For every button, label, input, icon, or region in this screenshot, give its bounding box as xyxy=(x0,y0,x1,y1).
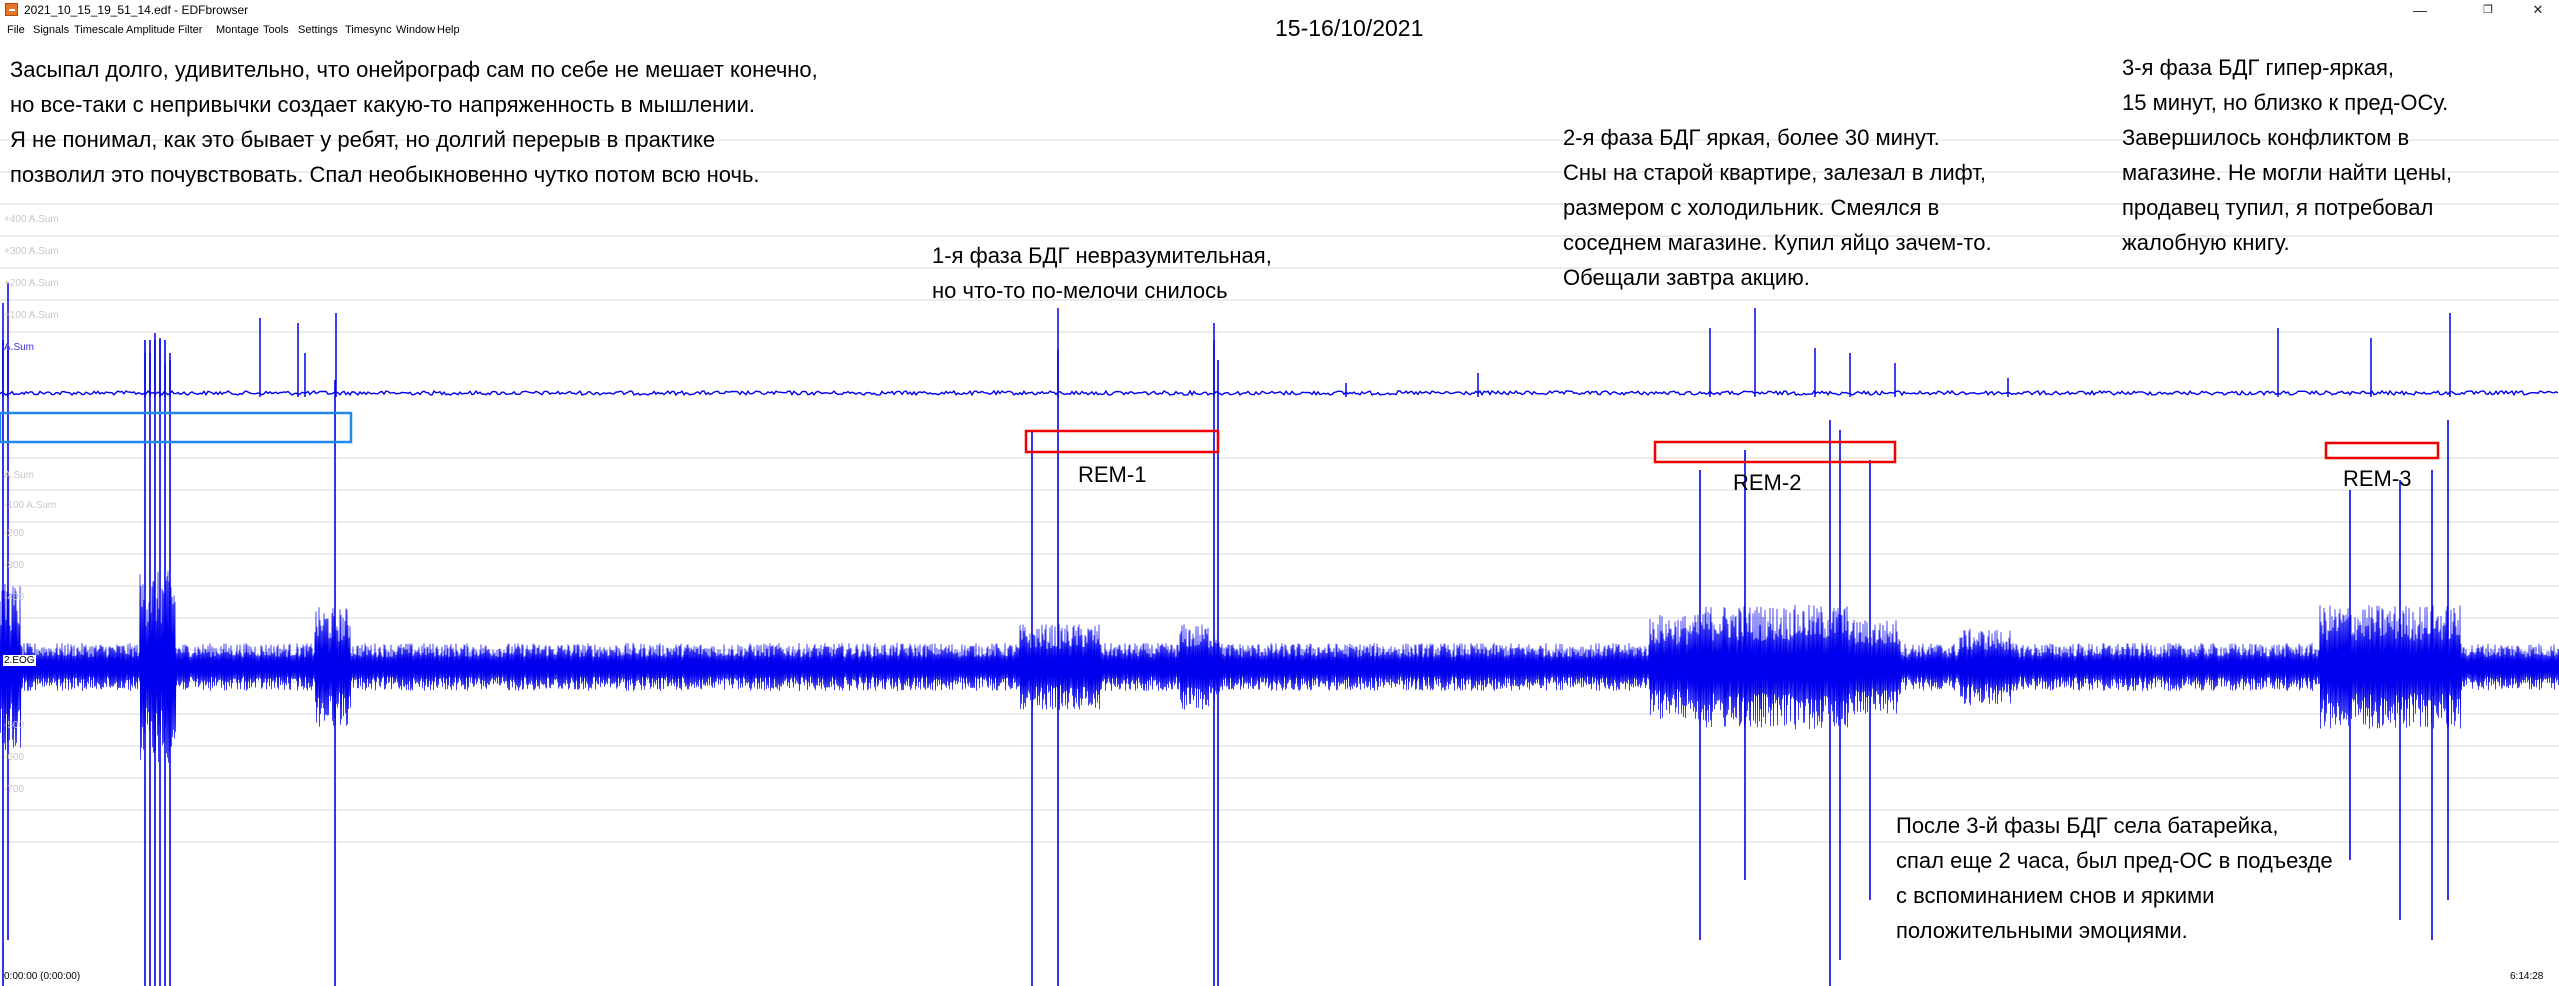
note-line: Сны на старой квартире, залезал в лифт, xyxy=(1563,160,1986,185)
window-title: 2021_10_15_19_51_14.edf - EDFbrowser xyxy=(24,3,249,17)
note-line: После 3-й фазы БДГ села батарейка, xyxy=(1896,813,2279,838)
time-end: 6:14:28 xyxy=(2510,971,2544,982)
note-line: с вспоминанием снов и яркими xyxy=(1896,883,2215,908)
channel-label-eog[interactable]: 2.EOG xyxy=(3,655,36,666)
note-line: Завершилось конфликтом в xyxy=(2122,125,2410,150)
note-line: Я не понимал, как это бывает у ребят, но… xyxy=(10,127,716,152)
note-rem1: 1-я фаза БДГ невразумительная, но что-то… xyxy=(932,238,1272,308)
a-sum-baseline xyxy=(0,389,2559,397)
amplitude-label: -500 xyxy=(4,720,25,731)
rem1-box xyxy=(1024,429,1220,454)
amplitude-label: -300 xyxy=(4,560,25,571)
eeg-traces xyxy=(0,139,2559,986)
menu-filter[interactable]: Filter xyxy=(178,24,203,36)
date-heading: 15-16/10/2021 xyxy=(1275,15,1424,41)
note-after-battery: После 3-й фазы БДГ села батарейка, спал … xyxy=(1896,808,2333,948)
menu-signals[interactable]: Signals xyxy=(33,24,70,36)
amplitude-label: -200 xyxy=(4,528,25,539)
menu-montage[interactable]: Montage xyxy=(216,24,259,36)
amplitude-label: +200 A.Sum xyxy=(4,278,59,289)
note-line: 2-я фаза БДГ яркая, более 30 минут. xyxy=(1563,125,1940,150)
note-line: положительными эмоциями. xyxy=(1896,918,2188,943)
note-sleep-onset: Засыпал долго, удивительно, что онейрогр… xyxy=(10,52,818,192)
amplitude-label: -400 xyxy=(4,592,25,603)
app-icon xyxy=(5,3,18,16)
rem3-label: REM-3 xyxy=(2343,466,2412,491)
time-start: 0:00:00 (0:00:00) xyxy=(4,971,81,982)
menu-timescale[interactable]: Timescale xyxy=(74,24,124,36)
amplitude-label: +300 A.Sum xyxy=(4,246,59,257)
amplitude-label: -700 xyxy=(4,784,25,795)
rem3-box xyxy=(2324,441,2440,460)
note-rem3: 3-я фаза БДГ гипер-яркая, 15 минут, но б… xyxy=(2122,50,2452,260)
menu-tools[interactable]: Tools xyxy=(263,24,289,36)
rem2-box xyxy=(1653,440,1897,464)
note-line: но что-то по-мелочи снилось xyxy=(932,278,1228,303)
note-line: Обещали завтра акцию. xyxy=(1563,265,1810,290)
note-line: но все-таки с непривычки создает какую-т… xyxy=(10,92,755,117)
note-line: соседнем магазине. Купил яйцо зачем-то. xyxy=(1563,230,1992,255)
title-bar: 2021_10_15_19_51_14.edf - EDFbrowser — ❐… xyxy=(0,0,2559,20)
grid-lines xyxy=(0,139,2559,843)
note-line: 15 минут, но близко к пред-ОСу. xyxy=(2122,90,2449,115)
maximize-button[interactable]: ❐ xyxy=(2483,4,2493,16)
menu-file[interactable]: File xyxy=(7,24,25,36)
note-line: размером с холодильник. Смеялся в xyxy=(1563,195,1940,220)
menu-settings[interactable]: Settings xyxy=(298,24,338,36)
menu-bar: File Signals Timescale Amplitude Filter … xyxy=(0,20,2000,40)
note-line: продавец тупил, я потребовал xyxy=(2122,195,2434,220)
note-line: 3-я фаза БДГ гипер-яркая, xyxy=(2122,55,2395,80)
sleep-onset-box xyxy=(0,411,353,444)
note-rem2: 2-я фаза БДГ яркая, более 30 минут. Сны … xyxy=(1563,120,1992,295)
amplitude-label: -600 xyxy=(4,752,25,763)
note-line: позволил это почувствовать. Спал необыкн… xyxy=(10,162,760,187)
menu-help[interactable]: Help xyxy=(437,24,460,36)
note-line: 1-я фаза БДГ невразумительная, xyxy=(932,243,1272,268)
rem1-label: REM-1 xyxy=(1078,462,1147,487)
amplitude-label: +100 A.Sum xyxy=(4,310,59,321)
minimize-button[interactable]: — xyxy=(2413,2,2427,18)
menu-window[interactable]: Window xyxy=(396,24,436,36)
note-line: жалобную книгу. xyxy=(2122,230,2290,255)
eog-trace xyxy=(0,340,2559,986)
amplitude-label: +400 A.Sum xyxy=(4,214,59,225)
amplitude-label: A.Sum xyxy=(4,470,35,481)
amplitude-label: -100 A.Sum xyxy=(4,500,57,511)
note-line: спал еще 2 часа, был пред-ОС в подъезде xyxy=(1896,848,2333,873)
note-line: магазине. Не могли найти цены, xyxy=(2122,160,2453,185)
menu-amplitude[interactable]: Amplitude xyxy=(126,24,175,36)
menu-timesync[interactable]: Timesync xyxy=(345,24,392,36)
note-line: Засыпал долго, удивительно, что онейрогр… xyxy=(10,57,818,82)
channel-label-a-sum[interactable]: A.Sum xyxy=(4,342,35,353)
annotation-boxes xyxy=(0,411,2440,464)
rem2-label: REM-2 xyxy=(1733,470,1802,495)
close-button[interactable]: ✕ xyxy=(2532,2,2544,17)
eog-band xyxy=(0,571,2559,763)
signal-view[interactable] xyxy=(0,40,2559,986)
